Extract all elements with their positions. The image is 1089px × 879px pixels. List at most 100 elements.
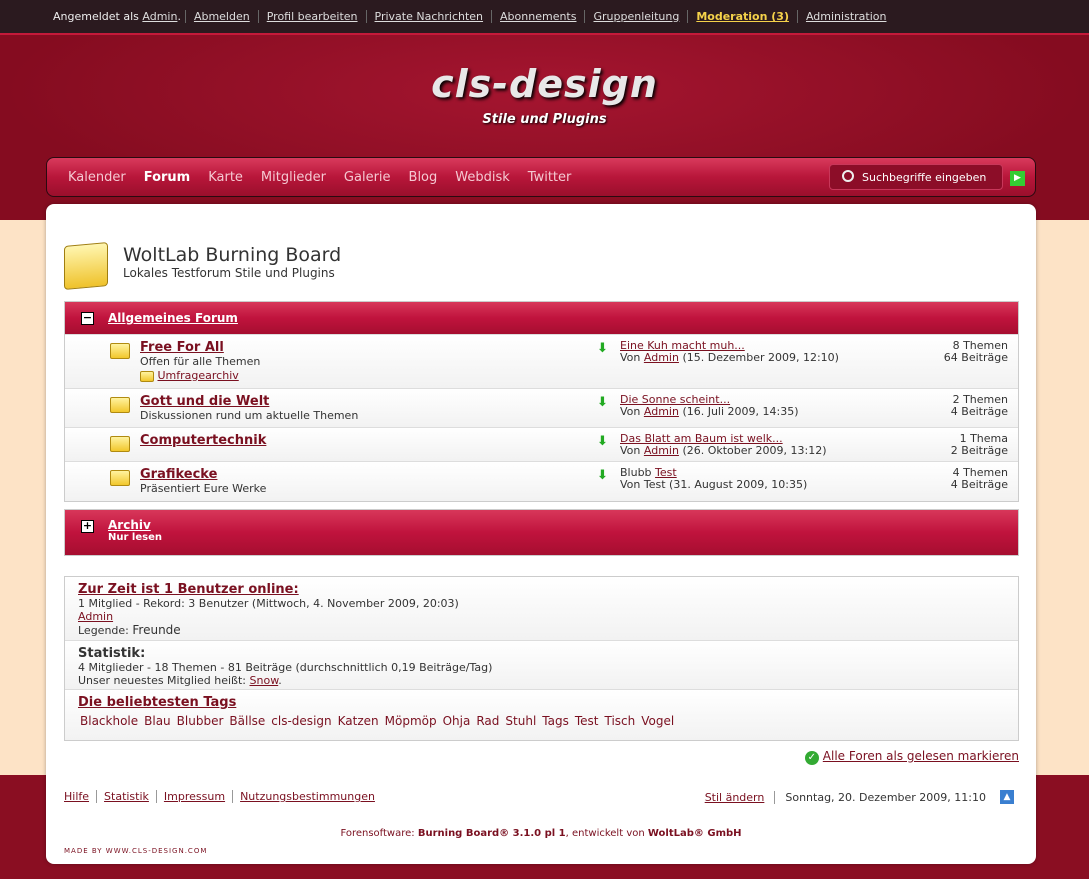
search-input[interactable]: Suchbegriffe eingeben (829, 164, 1003, 190)
stats-title: Statistik: (78, 646, 146, 661)
last-post-link[interactable]: Das Blatt am Baum ist welk... (620, 432, 783, 445)
tag-cloud: Blackhole Blau Blubber Bällse cls-design Katz… (78, 714, 1005, 728)
online-user-link[interactable]: Admin (78, 610, 114, 623)
category-archiv: + Archiv Nur lesen (64, 509, 1019, 556)
messages-link[interactable]: Private Nachrichten (365, 10, 492, 23)
tag-link[interactable]: Test (574, 714, 599, 728)
tag-link[interactable]: Blau (144, 714, 171, 728)
tag-link[interactable]: Möpmöp (384, 714, 437, 728)
mark-all-read-link[interactable]: Alle Foren als gelesen markieren (822, 749, 1019, 763)
board-desc: Offen für alle Themen (140, 355, 261, 368)
board-title[interactable]: Grafikecke (140, 467, 218, 482)
online-title[interactable]: Zur Zeit ist 1 Benutzer online: (78, 582, 299, 597)
subscriptions-link[interactable]: Abonnements (491, 10, 584, 23)
goto-last-post-icon[interactable]: ⬇ (597, 395, 608, 410)
nav-kalender[interactable]: Kalender (68, 169, 126, 185)
search-submit-button[interactable]: ▶ (1010, 171, 1025, 186)
newest-label: Unser neuestes Mitglied heißt: (78, 674, 247, 687)
info-box: Zur Zeit ist 1 Benutzer online: 1 Mitgli… (64, 576, 1019, 741)
by-label: Von (620, 444, 641, 457)
collapse-icon[interactable]: − (81, 311, 94, 325)
last-post-link[interactable]: Die Sonne scheint... (620, 393, 731, 406)
last-post-link[interactable]: Test (655, 466, 677, 479)
author-link[interactable]: Admin (643, 405, 679, 418)
tag-link[interactable]: Tags (542, 714, 569, 728)
logout-link[interactable]: Abmelden (184, 10, 258, 23)
folder-icon (110, 343, 130, 359)
nav-karte[interactable]: Karte (208, 169, 243, 185)
by-label: Von (620, 351, 641, 364)
board-stats: 8 Themen 64 Beiträge (943, 339, 1008, 364)
goto-last-post-icon[interactable]: ⬇ (597, 434, 608, 449)
post-date: (26. Oktober 2009, 13:12) (682, 444, 827, 457)
logo[interactable]: cls-design (431, 62, 658, 106)
author-link[interactable]: Admin (643, 444, 679, 457)
tag-link[interactable]: Blackhole (80, 714, 139, 728)
newest-user-link[interactable]: Snow (249, 674, 279, 687)
help-link[interactable]: Hilfe (64, 790, 90, 803)
tag-link[interactable]: Blubber (176, 714, 224, 728)
category-title[interactable]: Archiv (108, 518, 151, 532)
by-label: Von (620, 405, 641, 418)
tag-link[interactable]: cls-design (271, 714, 332, 728)
goto-last-post-icon[interactable]: ⬇ (597, 468, 608, 483)
tag-link[interactable]: Tisch (604, 714, 636, 728)
profile-link[interactable]: Profil bearbeiten (257, 10, 366, 23)
mark-all-read[interactable]: ✓ Alle Foren als gelesen markieren (804, 749, 1019, 765)
legend-label: Legende: (78, 624, 129, 637)
subboard-link[interactable]: Umfragearchiv (157, 369, 239, 382)
footer-right: Stil ändern Sonntag, 20. Dezember 2009, … (705, 790, 1014, 804)
board-desc: Diskussionen rund um aktuelle Themen (140, 409, 359, 422)
moderation-link[interactable]: Moderation (3) (687, 10, 797, 23)
search-placeholder: Suchbegriffe eingeben (862, 171, 987, 184)
groups-link[interactable]: Gruppenleitung (584, 10, 687, 23)
board-title[interactable]: Free For All (140, 340, 224, 355)
board-stats: 4 Themen 4 Beiträge (950, 466, 1008, 491)
change-style-link[interactable]: Stil ändern (704, 790, 765, 804)
board-stats: 2 Themen 4 Beiträge (950, 393, 1008, 418)
made-by[interactable]: made by www.cls-design.com (64, 847, 208, 855)
forum-icon (64, 242, 108, 290)
user-link[interactable]: Admin (142, 10, 178, 23)
nav-forum[interactable]: Forum (143, 169, 191, 185)
tag-link[interactable]: Stuhl (505, 714, 537, 728)
tagline: Stile und Plugins (482, 112, 607, 127)
post-date: (31. August 2009, 10:35) (669, 478, 808, 491)
tag-link[interactable]: Katzen (337, 714, 379, 728)
board-title[interactable]: Gott und die Welt (140, 394, 270, 409)
imprint-link[interactable]: Impressum (155, 790, 233, 803)
board-title[interactable]: Computertechnik (140, 433, 267, 448)
board-row: Computertechnik ⬇ Das Blatt am Baum ist … (65, 427, 1018, 461)
board-row: Gott und die Welt Diskussionen rund um a… (65, 388, 1018, 427)
legend-value: Freunde (132, 623, 181, 637)
statistics-link[interactable]: Statistik (96, 790, 156, 803)
main-nav: Kalender Forum Karte Mitglieder Galerie … (46, 157, 1036, 197)
stats-line: 4 Mitglieder - 18 Themen - 81 Beiträge (… (78, 661, 493, 674)
tag-link[interactable]: Bällse (229, 714, 266, 728)
nav-mitglieder[interactable]: Mitglieder (260, 169, 326, 185)
author-link[interactable]: Admin (643, 351, 679, 364)
nav-twitter[interactable]: Twitter (527, 169, 572, 185)
last-post-prefix: Blubb (620, 466, 652, 479)
search-icon (842, 170, 854, 182)
nav-webdisk[interactable]: Webdisk (455, 169, 510, 185)
nav-galerie[interactable]: Galerie (343, 169, 391, 185)
tag-link[interactable]: Vogel (641, 714, 675, 728)
category-desc: Nur lesen (108, 532, 162, 543)
page-title: WoltLab Burning Board (123, 244, 342, 266)
post-date: (15. Dezember 2009, 12:10) (682, 351, 839, 364)
tags-title[interactable]: Die beliebtesten Tags (78, 695, 237, 710)
nav-blog[interactable]: Blog (408, 169, 438, 185)
terms-link[interactable]: Nutzungsbestimmungen (232, 790, 382, 803)
folder-icon (110, 397, 130, 413)
category-title[interactable]: Allgemeines Forum (108, 311, 238, 325)
expand-icon[interactable]: + (81, 519, 94, 533)
tag-link[interactable]: Rad (476, 714, 500, 728)
check-icon: ✓ (804, 751, 819, 765)
goto-last-post-icon[interactable]: ⬇ (597, 341, 608, 356)
arrow-up-icon[interactable]: ▲ (1000, 790, 1014, 804)
tag-link[interactable]: Ohja (442, 714, 471, 728)
content: WoltLab Burning Board Lokales Testforum … (46, 204, 1036, 864)
administration-link[interactable]: Administration (796, 10, 895, 23)
last-post-link[interactable]: Eine Kuh macht muh... (620, 339, 745, 352)
